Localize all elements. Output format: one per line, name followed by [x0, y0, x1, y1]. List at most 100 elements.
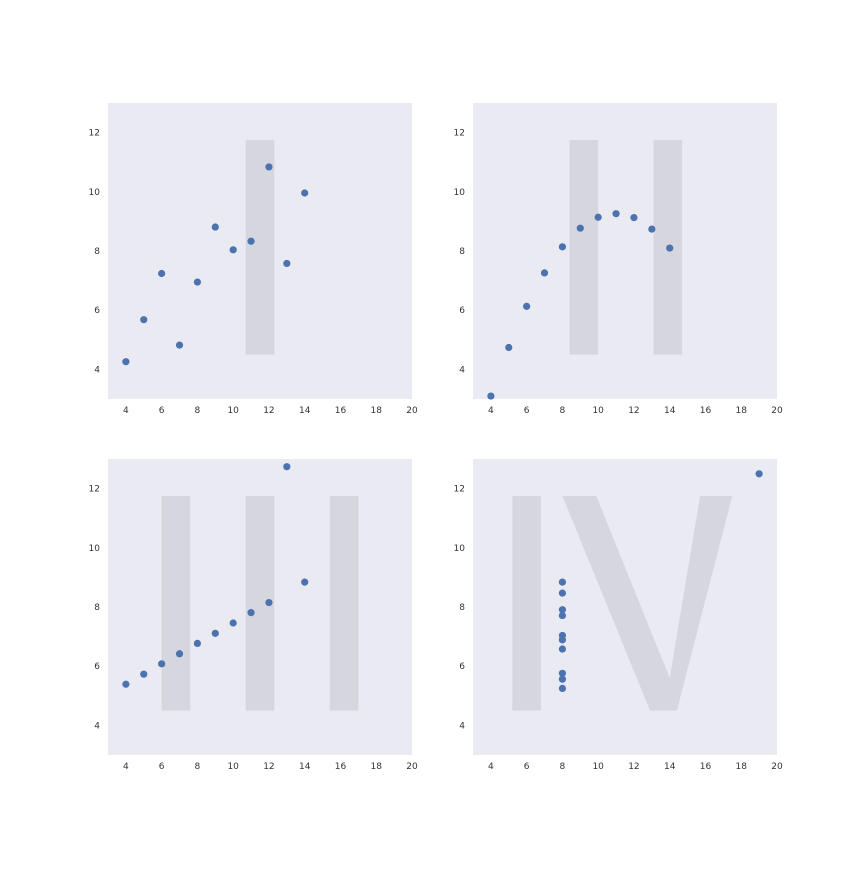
data-point [648, 225, 656, 233]
y-tick-label: 12 [89, 485, 100, 495]
x-tick-label: 4 [488, 406, 494, 416]
x-tick-label: 14 [299, 406, 311, 416]
y-tick-label: 12 [454, 485, 465, 495]
x-tick-label: 20 [406, 406, 418, 416]
numeral-stroke-III-3 [329, 496, 359, 711]
data-point [558, 675, 567, 683]
data-point [630, 213, 638, 222]
x-tick-label: 6 [524, 762, 530, 772]
x-tick-label: 16 [700, 406, 712, 416]
data-point [158, 660, 166, 668]
x-tick-label: 16 [335, 762, 347, 772]
x-tick-label: 8 [560, 406, 566, 416]
x-tick-label: 18 [736, 406, 748, 416]
data-point [505, 343, 513, 352]
x-tick-label: 8 [195, 762, 201, 772]
y-tick-label: 10 [454, 544, 466, 554]
x-tick-label: 16 [700, 762, 712, 772]
y-tick-label: 6 [459, 662, 465, 672]
data-point [193, 639, 202, 648]
data-point [612, 210, 620, 218]
x-tick-label: 16 [335, 406, 347, 416]
x-tick-label: 8 [560, 762, 566, 772]
data-point [229, 246, 237, 254]
x-tick-label: 12 [263, 406, 274, 416]
x-tick-label: 6 [159, 762, 165, 772]
x-tick-label: 14 [664, 762, 676, 772]
numeral-stroke-II-1 [569, 140, 599, 355]
data-point [193, 278, 202, 286]
data-point [283, 259, 291, 268]
data-point [247, 237, 255, 245]
data-point [301, 578, 309, 586]
y-tick-label: 8 [94, 247, 100, 257]
data-point [540, 269, 549, 277]
data-point [140, 316, 148, 324]
data-point [594, 213, 602, 221]
y-tick-label: 4 [94, 365, 100, 375]
data-point [229, 619, 237, 627]
x-tick-label: 4 [488, 762, 494, 772]
y-tick-label: 4 [459, 721, 465, 731]
x-tick-label: 12 [628, 762, 639, 772]
data-point [283, 463, 291, 471]
panel-2: 4 6 8 10 12 14 16 18 20 4 6 8 10 12 [454, 103, 783, 416]
x-tick-label: 18 [371, 406, 383, 416]
y-tick-label: 8 [94, 603, 100, 613]
y-tick-label: 10 [89, 544, 101, 554]
x-tick-label: 10 [592, 406, 604, 416]
x-tick-label: 14 [299, 762, 311, 772]
data-point [523, 302, 531, 310]
panel-1: 4 6 8 10 12 14 16 18 20 4 6 8 10 12 [89, 103, 418, 416]
x-tick-label: 8 [195, 406, 201, 416]
y-tick-label: 10 [89, 188, 101, 198]
numeral-stroke-IV-2 [562, 496, 733, 711]
data-point [558, 611, 567, 620]
y-tick-label: 12 [89, 129, 100, 139]
data-point [755, 470, 763, 478]
y-tick-label: 4 [459, 365, 465, 375]
data-point [558, 645, 567, 653]
data-point [558, 684, 567, 693]
x-tick-label: 10 [592, 762, 604, 772]
data-point [122, 680, 130, 688]
y-tick-label: 6 [94, 306, 100, 316]
panel-4: 4 6 8 10 12 14 16 18 20 4 6 8 10 12 [454, 459, 783, 772]
data-point [265, 598, 273, 607]
data-point [211, 629, 219, 637]
data-point [140, 670, 148, 678]
x-tick-label: 4 [123, 762, 129, 772]
data-point [122, 358, 130, 366]
x-tick-label: 10 [227, 406, 239, 416]
data-point [666, 244, 674, 252]
numeral-stroke-III-1 [161, 496, 191, 711]
data-point [301, 189, 309, 197]
data-point [576, 224, 584, 232]
x-tick-label: 20 [406, 762, 418, 772]
x-tick-label: 20 [771, 762, 783, 772]
data-point [265, 163, 273, 171]
x-tick-label: 18 [736, 762, 748, 772]
x-tick-label: 14 [664, 406, 676, 416]
x-tick-label: 6 [159, 406, 165, 416]
y-tick-label: 8 [459, 247, 465, 257]
y-tick-label: 6 [459, 306, 465, 316]
data-point [175, 341, 184, 349]
y-tick-label: 12 [454, 129, 465, 139]
data-point [558, 589, 567, 597]
data-point [211, 223, 219, 231]
y-tick-label: 10 [454, 188, 466, 198]
data-point [158, 269, 166, 278]
numeral-stroke-I-1 [245, 140, 275, 355]
data-point [487, 392, 495, 400]
data-point [558, 606, 567, 614]
data-point [558, 243, 567, 251]
x-tick-label: 4 [123, 406, 129, 416]
x-tick-label: 10 [227, 762, 239, 772]
data-point [175, 650, 184, 658]
numeral-stroke-IV-1 [512, 496, 541, 711]
y-tick-label: 6 [94, 662, 100, 672]
plot-area [473, 103, 777, 399]
